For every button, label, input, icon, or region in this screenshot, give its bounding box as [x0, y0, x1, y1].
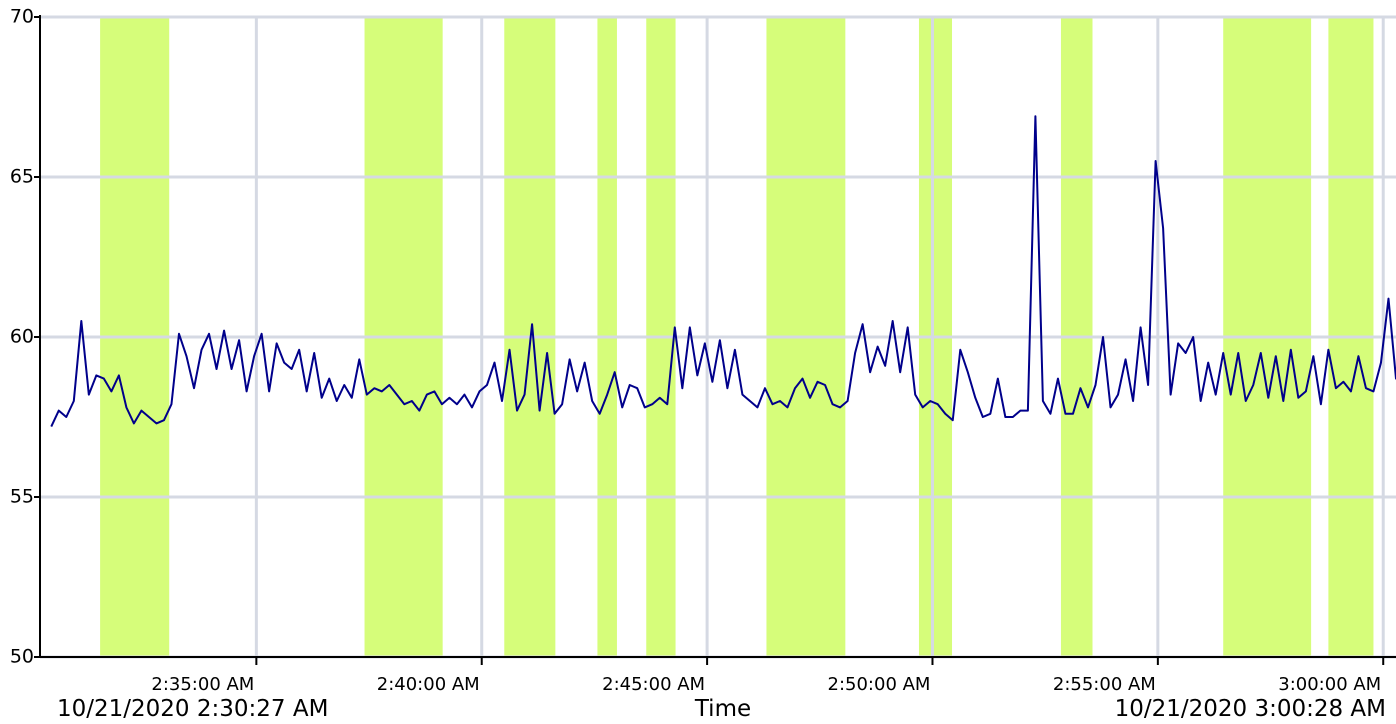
y-tick-label: 70 — [10, 6, 34, 28]
y-tick-label: 60 — [10, 326, 34, 348]
series — [50, 115, 1396, 428]
x-tick-label: 2:35:00 AM — [151, 674, 254, 695]
x-tick-label: 2:55:00 AM — [1053, 674, 1156, 695]
x-axis-label: Time — [694, 696, 751, 720]
x-tick-label: 2:40:00 AM — [377, 674, 480, 695]
data-line — [50, 115, 1396, 428]
y-tick-label: 55 — [10, 486, 34, 508]
y-tick-label: 50 — [10, 646, 34, 668]
start-annotation: 10/21/2020 2:30:27 AM — [57, 696, 328, 720]
end-annotation: 10/21/2020 3:00:28 AM — [1115, 696, 1386, 720]
y-tick-label: 65 — [10, 166, 34, 188]
x-tick-label: 2:45:00 AM — [602, 674, 705, 695]
axes: 50 55 60 65 70 2:35:00 AM 2:40:00 AM 2:45:00 AM… — [10, 6, 1396, 695]
x-tick-label: 2:50:00 AM — [828, 674, 931, 695]
x-tick-label: 3:00:00 AM — [1278, 674, 1381, 695]
